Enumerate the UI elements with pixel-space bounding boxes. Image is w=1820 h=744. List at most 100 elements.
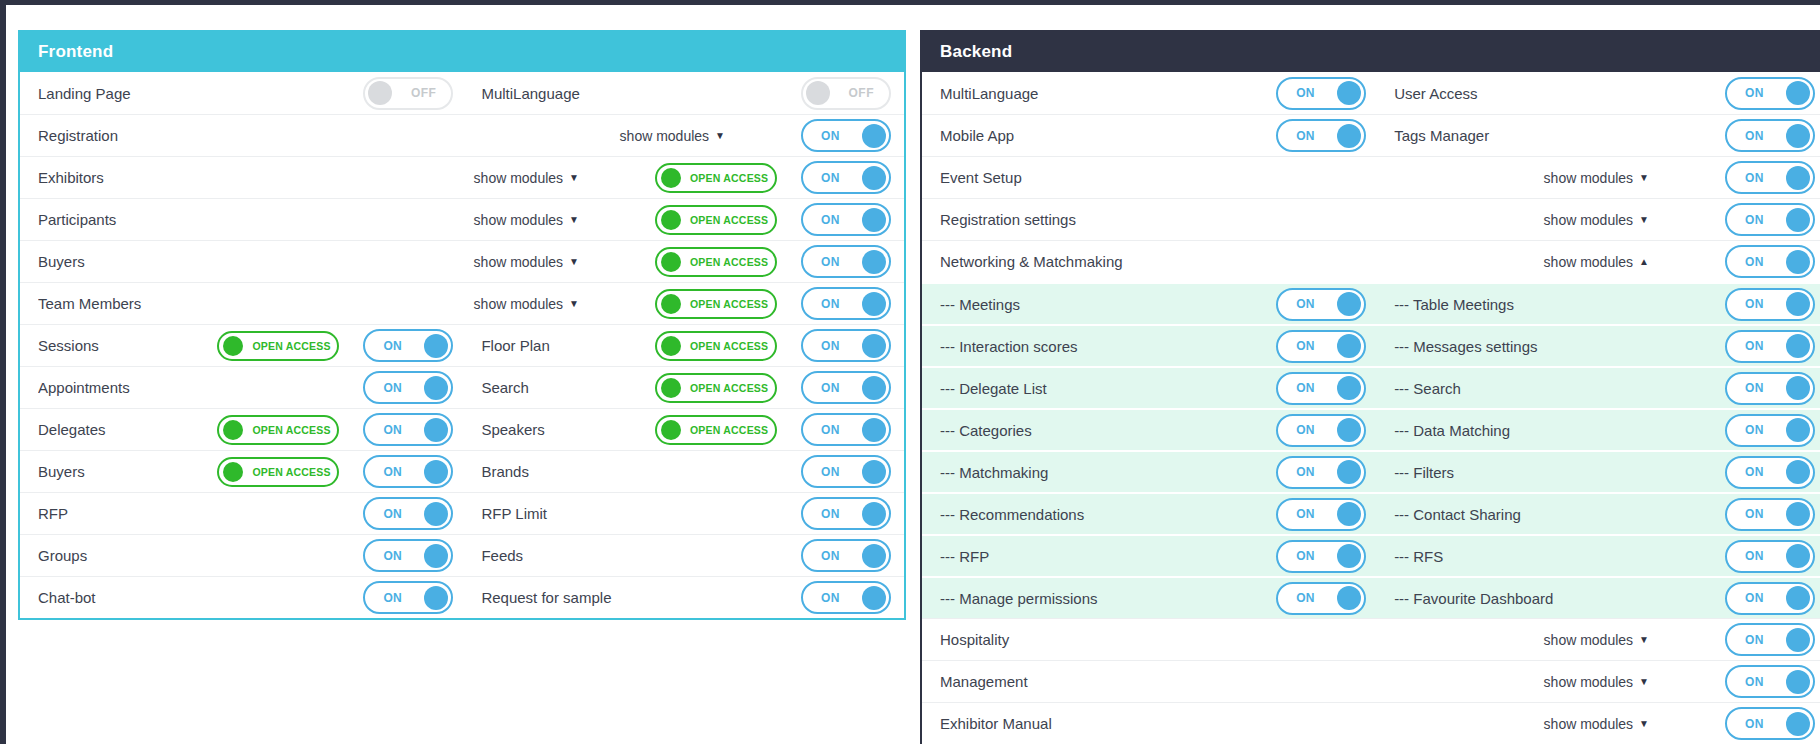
toggle-on-favourite-dashboard[interactable]: ON xyxy=(1725,582,1815,615)
row-left-half: RFPON xyxy=(38,493,453,534)
toggle-on-tags-manager[interactable]: ON xyxy=(1725,119,1815,152)
toggle-on-registration-settings[interactable]: ON xyxy=(1725,203,1815,236)
toggle-state-label: ON xyxy=(1745,86,1764,100)
show-modules-link[interactable]: show modules▲ xyxy=(1544,254,1649,270)
toggle-on-request-for-sample[interactable]: ON xyxy=(801,581,891,614)
toggle-state-label: ON xyxy=(1296,339,1315,353)
open-access-badge[interactable]: OPEN ACCESS xyxy=(655,163,777,193)
toggle-on-matchmaking[interactable]: ON xyxy=(1276,456,1366,489)
show-modules-label: show modules xyxy=(474,254,564,270)
toggle-on-rfs[interactable]: ON xyxy=(1725,540,1815,573)
show-modules-link[interactable]: show modules▼ xyxy=(1544,674,1649,690)
open-access-badge[interactable]: OPEN ACCESS xyxy=(655,247,777,277)
toggle-on-user-access[interactable]: ON xyxy=(1725,77,1815,110)
open-access-badge[interactable]: OPEN ACCESS xyxy=(655,415,777,445)
backend-panel-header: Backend xyxy=(922,32,1820,72)
open-access-label: OPEN ACCESS xyxy=(690,256,768,268)
toggle-on-speakers[interactable]: ON xyxy=(801,413,891,446)
open-access-label: OPEN ACCESS xyxy=(690,340,768,352)
open-access-badge[interactable]: OPEN ACCESS xyxy=(655,331,777,361)
show-modules-link[interactable]: show modules▼ xyxy=(1544,170,1649,186)
toggle-on-search[interactable]: ON xyxy=(801,371,891,404)
show-modules-link[interactable]: show modules▼ xyxy=(474,212,579,228)
show-modules-link[interactable]: show modules▼ xyxy=(620,128,725,144)
show-modules-link[interactable]: show modules▼ xyxy=(474,254,579,270)
show-modules-label: show modules xyxy=(474,212,564,228)
toggle-on-delegates[interactable]: ON xyxy=(363,413,453,446)
open-access-badge[interactable]: OPEN ACCESS xyxy=(655,205,777,235)
toggle-on-rfp-limit[interactable]: ON xyxy=(801,497,891,530)
toggle-state-label: ON xyxy=(1745,507,1764,521)
toggle-state-label: ON xyxy=(821,255,840,269)
toggle-state-label: OFF xyxy=(411,86,437,100)
row-left-half: --- MeetingsON xyxy=(940,284,1366,324)
toggle-state-label: ON xyxy=(1296,465,1315,479)
toggle-on-brands[interactable]: ON xyxy=(801,455,891,488)
open-access-badge[interactable]: OPEN ACCESS xyxy=(217,415,339,445)
open-access-badge[interactable]: OPEN ACCESS xyxy=(217,331,339,361)
module-row: Managementshow modules▼ON xyxy=(922,660,1820,702)
open-access-badge[interactable]: OPEN ACCESS xyxy=(655,289,777,319)
toggle-on-buyers[interactable]: ON xyxy=(801,245,891,278)
toggle-knob xyxy=(1786,586,1810,610)
toggle-knob xyxy=(1786,376,1810,400)
toggle-on-groups[interactable]: ON xyxy=(363,539,453,572)
toggle-on-search[interactable]: ON xyxy=(1725,372,1815,405)
show-modules-link[interactable]: show modules▼ xyxy=(1544,212,1649,228)
toggle-knob xyxy=(1786,670,1810,694)
toggle-on-mobile-app[interactable]: ON xyxy=(1276,119,1366,152)
toggle-on-messages-settings[interactable]: ON xyxy=(1725,330,1815,363)
toggle-on-hospitality[interactable]: ON xyxy=(1725,623,1815,656)
show-modules-link[interactable]: show modules▼ xyxy=(474,170,579,186)
toggle-on-delegate-list[interactable]: ON xyxy=(1276,372,1366,405)
toggle-on-rfp[interactable]: ON xyxy=(363,497,453,530)
toggle-off-multilanguage[interactable]: OFF xyxy=(801,77,891,110)
toggle-on-sessions[interactable]: ON xyxy=(363,329,453,362)
module-label-registration: Registration xyxy=(38,127,620,144)
open-access-badge[interactable]: OPEN ACCESS xyxy=(217,457,339,487)
sub-module-row: --- MeetingsON--- Table MeetingsON xyxy=(922,282,1820,324)
toggle-knob xyxy=(862,418,886,442)
toggle-on-data-matching[interactable]: ON xyxy=(1725,414,1815,447)
toggle-on-team-members[interactable]: ON xyxy=(801,287,891,320)
toggle-on-recommendations[interactable]: ON xyxy=(1276,498,1366,531)
toggle-on-meetings[interactable]: ON xyxy=(1276,288,1366,321)
toggle-on-multilanguage[interactable]: ON xyxy=(1276,77,1366,110)
toggle-on-participants[interactable]: ON xyxy=(801,203,891,236)
toggle-on-contact-sharing[interactable]: ON xyxy=(1725,498,1815,531)
toggle-state-label: ON xyxy=(1745,423,1764,437)
toggle-on-interaction-scores[interactable]: ON xyxy=(1276,330,1366,363)
toggle-on-event-setup[interactable]: ON xyxy=(1725,161,1815,194)
chevron-down-icon: ▼ xyxy=(1639,172,1649,183)
toggle-knob xyxy=(424,460,448,484)
toggle-on-networking-matchmaking[interactable]: ON xyxy=(1725,245,1815,278)
module-label-user-access: User Access xyxy=(1394,85,1725,102)
show-modules-link[interactable]: show modules▼ xyxy=(474,296,579,312)
toggle-on-manage-permissions[interactable]: ON xyxy=(1276,582,1366,615)
toggle-on-exhibitors[interactable]: ON xyxy=(801,161,891,194)
toggle-on-table-meetings[interactable]: ON xyxy=(1725,288,1815,321)
show-modules-link[interactable]: show modules▼ xyxy=(1544,716,1649,732)
open-access-badge[interactable]: OPEN ACCESS xyxy=(655,373,777,403)
toggle-on-feeds[interactable]: ON xyxy=(801,539,891,572)
toggle-off-landing-page[interactable]: OFF xyxy=(363,77,453,110)
toggle-state-label: ON xyxy=(1745,339,1764,353)
toggle-on-buyers[interactable]: ON xyxy=(363,455,453,488)
toggle-on-filters[interactable]: ON xyxy=(1725,456,1815,489)
toggle-on-management[interactable]: ON xyxy=(1725,665,1815,698)
toggle-on-exhibitor-manual[interactable]: ON xyxy=(1725,707,1815,740)
toggle-on-floor-plan[interactable]: ON xyxy=(801,329,891,362)
toggle-on-appointments[interactable]: ON xyxy=(363,371,453,404)
open-access-label: OPEN ACCESS xyxy=(690,172,768,184)
module-label-landing-page: Landing Page xyxy=(38,85,363,102)
module-label-rfp: RFP xyxy=(38,505,363,522)
toggle-knob xyxy=(1337,81,1361,105)
toggle-state-label: ON xyxy=(821,381,840,395)
toggle-on-rfp[interactable]: ON xyxy=(1276,540,1366,573)
toggle-on-categories[interactable]: ON xyxy=(1276,414,1366,447)
toggle-knob xyxy=(1337,124,1361,148)
toggle-on-chat-bot[interactable]: ON xyxy=(363,581,453,614)
toggle-state-label: ON xyxy=(1745,171,1764,185)
show-modules-link[interactable]: show modules▼ xyxy=(1544,632,1649,648)
toggle-on-registration[interactable]: ON xyxy=(801,119,891,152)
